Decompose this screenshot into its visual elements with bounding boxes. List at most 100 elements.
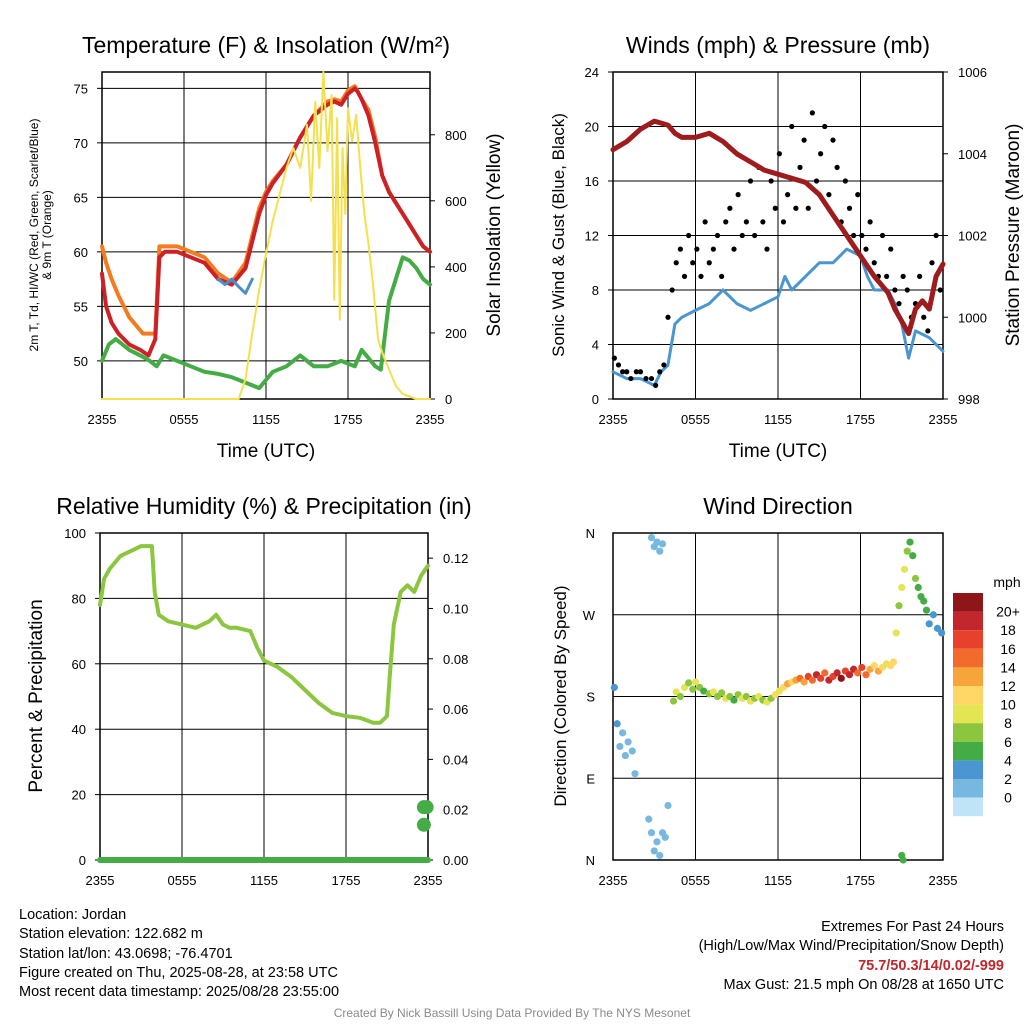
gust-point [637,369,644,375]
y2-tick-label: 400 [445,260,467,275]
gust-point [776,151,782,157]
direction-point [669,697,678,705]
direction-point [631,770,639,778]
direction-point [808,676,816,684]
gust-point [727,205,733,211]
gust-point [743,219,749,225]
direction-point [898,583,906,592]
y-tick-label: 40 [72,722,86,737]
gust-point [904,287,910,293]
y-tick-label: S [586,690,595,705]
gust-point [867,219,873,225]
x-tick-label: 2355 [416,412,445,427]
direction-point [906,538,914,546]
x-tick-label: 0555 [681,412,710,427]
legend-swatch [953,797,983,817]
legend-swatch [953,648,983,668]
direction-point [870,662,878,670]
gust-point [879,232,886,239]
direction-point [821,669,829,677]
gust-point [797,164,803,170]
direction-point [653,838,661,846]
direction-point [900,565,909,573]
x-tick-label: 2355 [599,412,628,427]
gust-point [780,219,787,225]
x-tick-label: 1755 [846,412,875,427]
x-tick-label: 1155 [252,412,280,427]
gust-point [772,205,778,211]
gust-point [785,192,791,198]
direction-point [911,574,920,583]
gust-point [686,232,692,239]
gust-point [929,260,935,266]
direction-point [909,552,917,560]
x-tick-label: 2355 [599,873,628,888]
y-tick-label: 20 [72,788,86,803]
chart-title: Wind Direction [703,493,853,519]
x-tick-label: 2355 [414,873,443,888]
y-axis-label-line: 2m T, Td, HI/WC (Red, Green, Scarlet/Blu… [27,119,41,352]
direction-point [817,674,825,682]
gust-point [768,178,774,184]
rh-series [98,544,430,725]
y2-axis-label: Solar Insolation (Yellow) [484,133,505,336]
gust-point [739,232,745,239]
temperature-chart: 2355 0555 1155 1755 2355 Temperature (F) & In… [27,32,505,462]
max-gust: Max Gust: 21.5 mph On 08/28 at 1650 UTC [723,976,1004,993]
gust-point [723,219,729,225]
legend-swatch [953,741,983,761]
y-tick-label: 100 [64,526,86,541]
gust-point [846,205,853,211]
x-tick-label: 1755 [846,873,875,888]
direction-point [938,629,946,637]
x-tick-label: 1155 [764,873,792,888]
gust-point [657,369,663,375]
legend-swatch [953,686,983,705]
gust-point [677,246,683,252]
y-tick-label: 55 [74,299,88,314]
x-tick-label: 1755 [334,412,363,427]
gust-point [624,369,630,375]
figure-created: Figure created on Thu, 2025-08-28, at 23… [19,964,338,981]
precip-point [416,817,431,832]
y2-tick-label: 1002 [958,229,987,244]
t2m-series [100,86,432,358]
y2-tick-label: 998 [958,392,980,407]
gust-point [764,246,770,252]
direction-point [689,685,697,693]
direction-point [621,751,629,760]
gust-point [628,375,634,382]
gust-point [863,246,869,252]
direction-point [656,547,664,555]
y-tick-label: N [586,853,595,868]
direction-point [619,729,627,737]
credit-line: Created By Nick Bassill Using Data Provi… [333,1006,691,1020]
gust-point [917,273,923,279]
direction-point [925,620,933,628]
y2-tick-label: 0.04 [443,752,468,767]
y-tick-label: 0 [79,853,86,868]
legend-label: 10 [1000,697,1016,713]
chart-title: Temperature (F) & Insolation (W/m²) [82,32,450,58]
direction-point [899,856,907,864]
legend-label: 2 [1004,771,1012,787]
direction-point [661,833,669,841]
direction-point [616,742,624,751]
y-axis-label: 2m T, Td, HI/WC (Red, Green, Scarlet/Blu… [27,119,54,352]
direction-point [889,658,898,666]
gust-point [793,205,799,211]
y2-tick-label: 0.08 [443,652,468,667]
direction-point [730,696,738,704]
gust-point [665,314,671,320]
direction-point [656,851,664,860]
gust-point [921,314,927,320]
direction-point [914,583,922,592]
y-tick-label: 12 [585,229,599,244]
direction-point [895,602,903,610]
legend-label: 14 [1000,659,1016,675]
x-tick-label: 1155 [764,412,792,427]
gust-point [826,192,832,198]
gust-point [731,246,737,252]
extremes-values: 75.7/50.3/14/0.02/-999 [858,957,1004,974]
